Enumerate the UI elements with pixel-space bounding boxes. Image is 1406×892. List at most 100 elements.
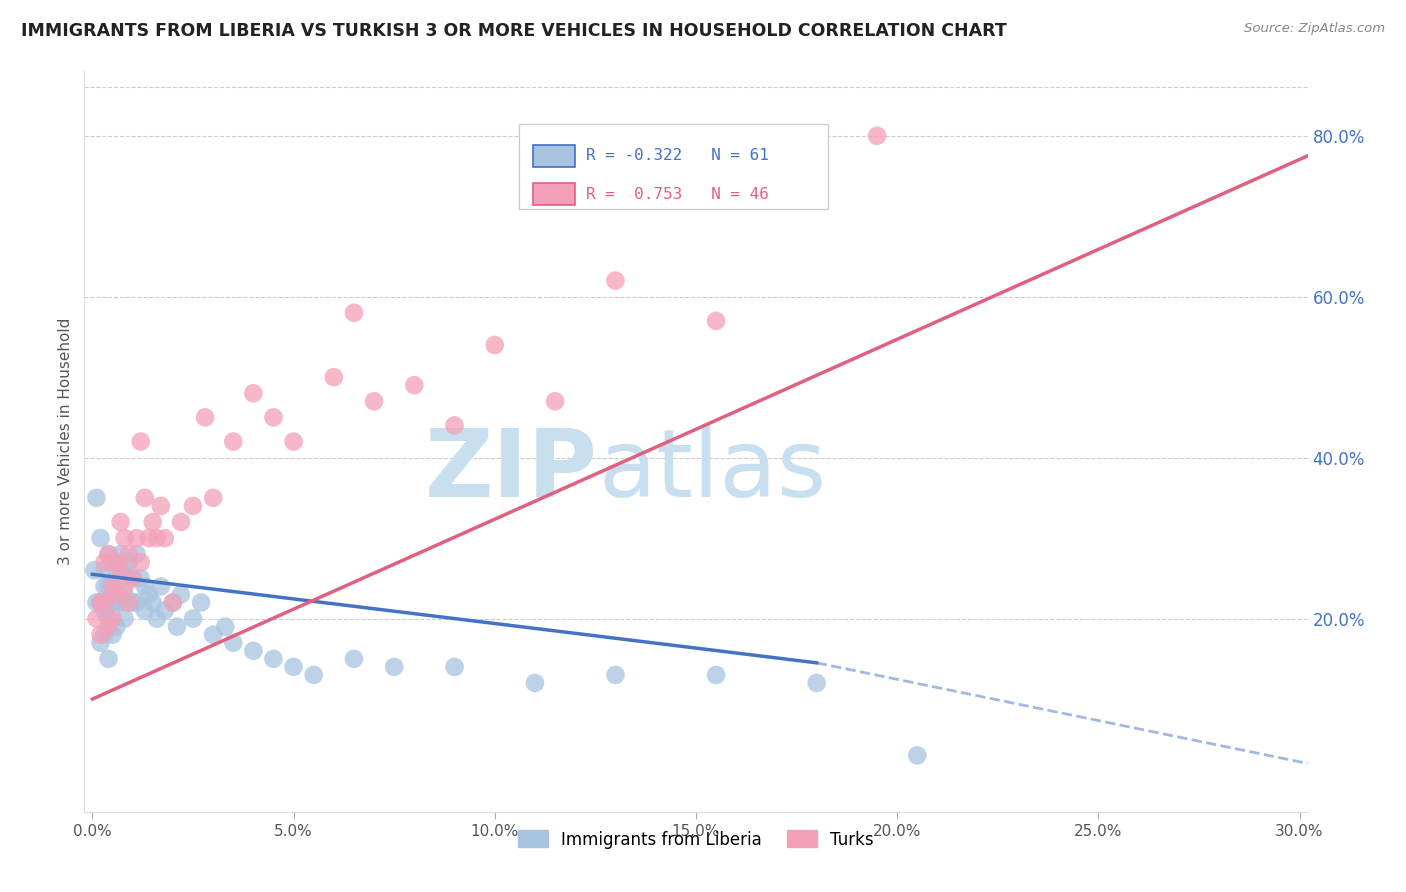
Point: [125, 547, 148, 561]
Point: [302, 668, 325, 682]
Point: [97, 652, 120, 666]
Point: [134, 603, 156, 617]
Point: [89, 628, 111, 642]
Point: [181, 499, 204, 513]
Point: [110, 595, 132, 609]
Point: [149, 499, 172, 513]
Point: [343, 306, 366, 320]
Point: [110, 515, 132, 529]
Point: [149, 579, 172, 593]
Point: [101, 555, 124, 569]
Point: [704, 668, 727, 682]
Point: [146, 611, 169, 625]
Point: [105, 587, 128, 601]
Point: [214, 619, 236, 633]
Point: [83, 563, 105, 577]
Point: [283, 434, 305, 449]
Point: [93, 628, 115, 642]
Point: [162, 595, 184, 609]
Point: [283, 660, 305, 674]
Point: [363, 394, 385, 409]
Text: R = -0.322   N = 61: R = -0.322 N = 61: [586, 148, 769, 163]
Point: [97, 619, 120, 633]
Point: [142, 515, 165, 529]
Point: [105, 555, 128, 569]
Point: [97, 579, 120, 593]
Point: [97, 547, 120, 561]
Point: [89, 636, 111, 650]
Y-axis label: 3 or more Vehicles in Household: 3 or more Vehicles in Household: [58, 318, 73, 566]
Point: [110, 571, 132, 585]
Point: [93, 579, 115, 593]
Point: [93, 563, 115, 577]
Point: [263, 410, 285, 425]
Point: [125, 595, 148, 609]
Point: [101, 595, 124, 609]
Text: R =  0.753   N = 46: R = 0.753 N = 46: [586, 186, 769, 202]
Point: [170, 587, 193, 601]
Point: [129, 555, 152, 569]
Point: [222, 636, 245, 650]
Point: [110, 563, 132, 577]
Point: [443, 418, 465, 433]
Point: [134, 491, 156, 505]
Point: [162, 595, 184, 609]
Point: [544, 394, 567, 409]
Point: [105, 595, 128, 609]
Text: ZIP: ZIP: [425, 425, 598, 517]
Point: [181, 611, 204, 625]
Point: [110, 547, 132, 561]
Point: [93, 595, 115, 609]
Point: [605, 274, 627, 288]
Point: [704, 314, 727, 328]
Point: [202, 491, 225, 505]
Point: [322, 370, 344, 384]
Point: [117, 595, 139, 609]
Point: [125, 531, 148, 545]
Point: [222, 434, 245, 449]
Point: [86, 491, 108, 505]
Point: [484, 338, 506, 352]
Point: [101, 579, 124, 593]
Point: [153, 603, 176, 617]
Point: [170, 515, 193, 529]
Point: [93, 555, 115, 569]
Point: [114, 563, 136, 577]
Point: [129, 571, 152, 585]
Point: [114, 531, 136, 545]
Point: [117, 547, 139, 561]
Point: [404, 378, 426, 392]
Point: [866, 128, 889, 143]
Point: [101, 628, 124, 642]
Point: [89, 595, 111, 609]
Point: [89, 595, 111, 609]
Point: [86, 595, 108, 609]
Point: [524, 676, 547, 690]
Point: [134, 579, 156, 593]
Point: [443, 660, 465, 674]
Point: [194, 410, 217, 425]
Point: [121, 571, 143, 585]
Point: [146, 531, 169, 545]
Point: [242, 386, 264, 401]
Point: [93, 603, 115, 617]
Point: [242, 644, 264, 658]
Point: [138, 587, 160, 601]
Point: [114, 611, 136, 625]
Point: [129, 434, 152, 449]
Point: [190, 595, 212, 609]
Point: [97, 547, 120, 561]
Point: [121, 571, 143, 585]
Text: atlas: atlas: [598, 425, 827, 517]
Point: [114, 587, 136, 601]
Point: [153, 531, 176, 545]
Point: [101, 611, 124, 625]
Point: [121, 595, 143, 609]
Point: [101, 579, 124, 593]
Point: [105, 619, 128, 633]
Text: Source: ZipAtlas.com: Source: ZipAtlas.com: [1244, 22, 1385, 36]
Point: [117, 595, 139, 609]
Point: [202, 628, 225, 642]
Text: IMMIGRANTS FROM LIBERIA VS TURKISH 3 OR MORE VEHICLES IN HOUSEHOLD CORRELATION C: IMMIGRANTS FROM LIBERIA VS TURKISH 3 OR …: [21, 22, 1007, 40]
Point: [343, 652, 366, 666]
